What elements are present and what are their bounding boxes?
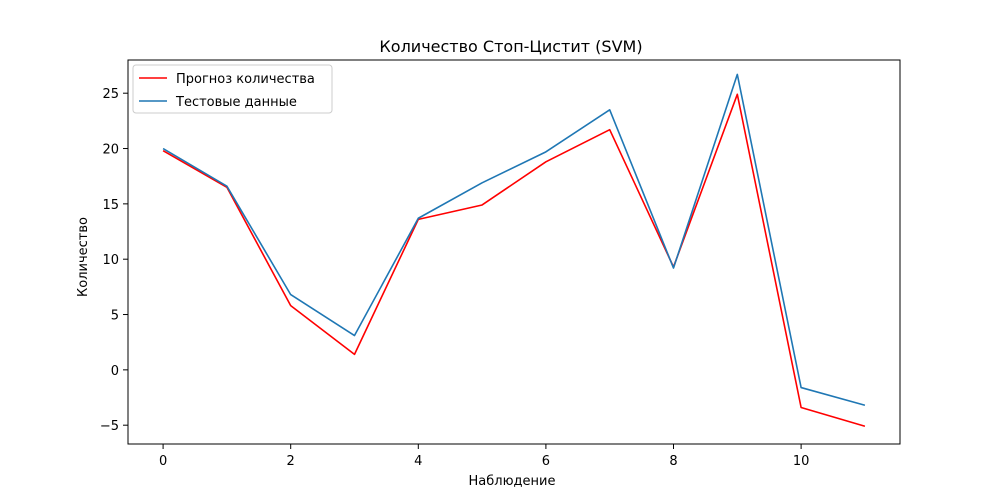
- y-tick-label: −5: [100, 419, 119, 434]
- y-tick-label: 20: [102, 143, 119, 158]
- plot-area: [162, 73, 866, 428]
- series-line-0: [162, 93, 866, 428]
- x-tick-label: 0: [159, 454, 167, 469]
- plot-frame: [127, 59, 901, 445]
- series-line-1: [162, 73, 866, 407]
- x-tick-label: 6: [542, 454, 550, 469]
- legend-label-1: Тестовые данные: [175, 95, 297, 110]
- legend-box: [132, 64, 333, 114]
- x-tick-label: 2: [287, 454, 295, 469]
- x-tick-label: 8: [669, 454, 677, 469]
- legend: Прогноз количества Тестовые данные: [132, 64, 333, 114]
- y-tick-label: 15: [102, 198, 119, 213]
- x-tick-label: 10: [793, 454, 810, 469]
- y-tick-label: 10: [102, 253, 119, 268]
- legend-label-0: Прогноз количества: [176, 72, 315, 87]
- y-tick-label: 0: [111, 364, 119, 379]
- y-axis: −5 0 5 10 15 20 25: [100, 87, 128, 434]
- x-axis-label: Наблюдение: [469, 474, 556, 489]
- y-tick-label: 25: [102, 87, 119, 102]
- x-axis: 0 2 4 6 8 10: [159, 444, 809, 469]
- y-tick-label: 5: [111, 309, 119, 324]
- y-axis-label: Количество: [76, 217, 91, 297]
- x-tick-label: 4: [414, 454, 422, 469]
- chart-title: Количество Стоп-Цистит (SVM): [379, 37, 642, 56]
